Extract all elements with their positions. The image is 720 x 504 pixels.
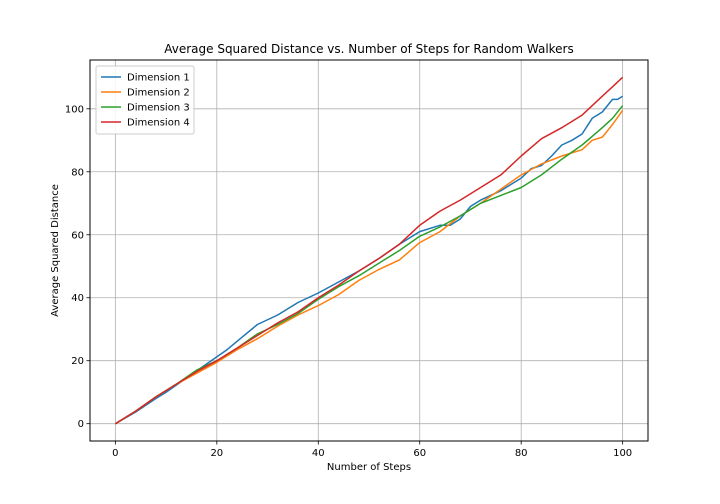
series-line-dimension-2 bbox=[115, 109, 624, 425]
x-tick-label: 0 bbox=[112, 448, 118, 459]
y-tick-label: 80 bbox=[71, 167, 84, 178]
x-tick-label: 40 bbox=[312, 448, 325, 459]
plot-area-frame bbox=[89, 59, 649, 442]
legend-entry-label: Dimension 3 bbox=[127, 103, 190, 114]
series-lines bbox=[115, 76, 624, 425]
chart-title: Average Squared Distance vs. Number of S… bbox=[164, 42, 574, 56]
x-axis-label: Number of Steps bbox=[327, 462, 411, 473]
y-tick-label: 100 bbox=[65, 104, 84, 115]
x-tick-label: 60 bbox=[413, 448, 426, 459]
legend-entry-label: Dimension 4 bbox=[127, 118, 190, 129]
legend-box bbox=[95, 65, 195, 135]
legend-entry-label: Dimension 1 bbox=[127, 73, 190, 84]
series-line-dimension-4 bbox=[115, 76, 624, 425]
axis-ticks: 0 20 40 60 80 100 0 20 40 60 80 100 bbox=[65, 104, 632, 459]
y-tick-label: 20 bbox=[71, 356, 84, 367]
legend: Dimension 1 Dimension 2 Dimension 3 Dimensi… bbox=[95, 65, 195, 135]
x-tick-label: 100 bbox=[613, 448, 632, 459]
y-tick-label: 40 bbox=[71, 293, 84, 304]
series-line-dimension-3 bbox=[115, 105, 624, 425]
y-tick-label: 60 bbox=[71, 230, 84, 241]
y-tick-label: 0 bbox=[78, 419, 84, 430]
x-tick-label: 80 bbox=[515, 448, 528, 459]
x-tick-label: 20 bbox=[210, 448, 223, 459]
y-axis-label: Average Squared Distance bbox=[50, 184, 61, 317]
series-line-dimension-1 bbox=[115, 95, 624, 425]
legend-entry-label: Dimension 2 bbox=[127, 88, 190, 99]
